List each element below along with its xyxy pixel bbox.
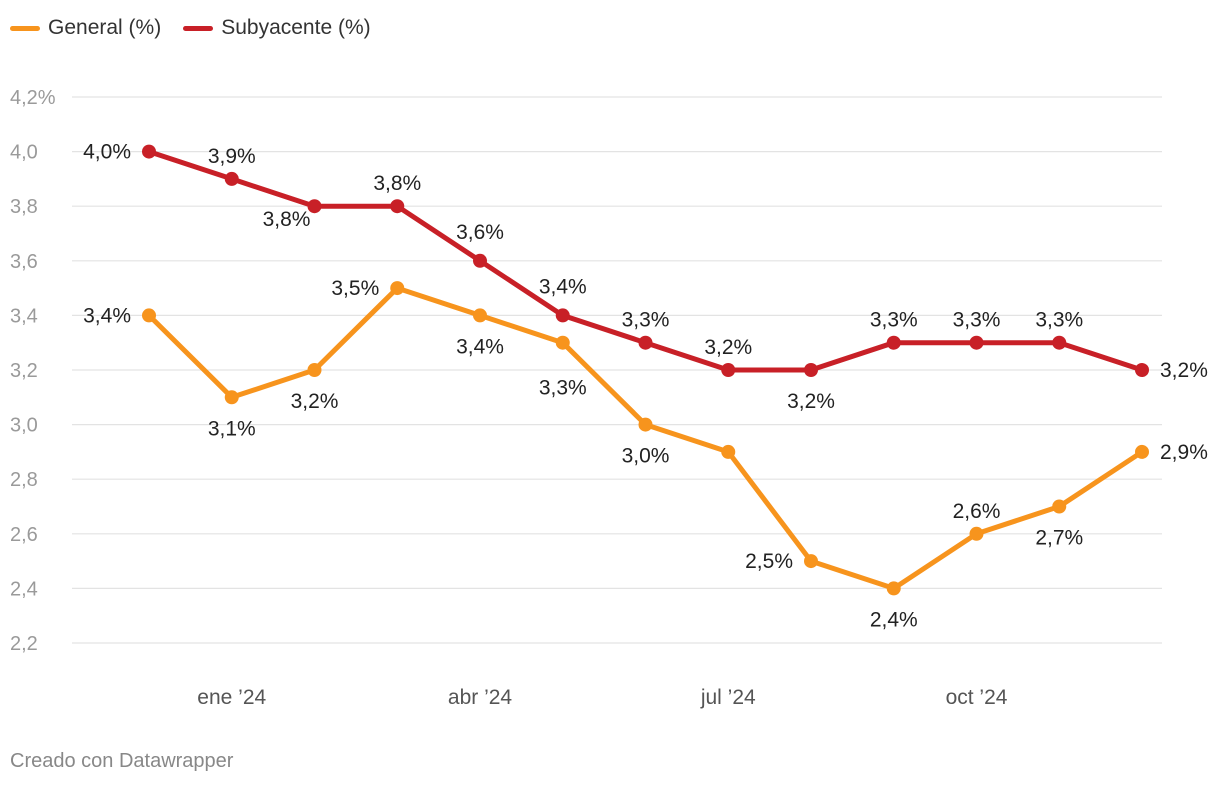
data-point bbox=[721, 444, 736, 459]
data-label: 2,7% bbox=[1035, 527, 1083, 550]
data-label: 3,4% bbox=[539, 275, 587, 298]
legend-label-general: General (%) bbox=[48, 16, 162, 39]
data-label: 2,9% bbox=[1160, 441, 1208, 464]
x-tick-label: oct ’24 bbox=[946, 686, 1008, 709]
data-point bbox=[969, 526, 984, 541]
data-label: 3,8% bbox=[263, 208, 311, 231]
data-label: 3,3% bbox=[622, 309, 670, 332]
y-tick-label: 2,6 bbox=[10, 524, 38, 546]
series-line-general bbox=[146, 285, 1145, 591]
data-point bbox=[1135, 444, 1149, 459]
data-label: 2,4% bbox=[870, 608, 918, 631]
data-point bbox=[886, 335, 901, 350]
data-point bbox=[390, 281, 405, 296]
y-tick-label: 3,8 bbox=[10, 196, 38, 218]
y-tick-label: 3,4 bbox=[10, 305, 38, 327]
data-label: 3,1% bbox=[208, 417, 256, 440]
data-label: 3,9% bbox=[208, 145, 256, 168]
data-point bbox=[1052, 335, 1067, 350]
data-point bbox=[473, 308, 487, 323]
data-label: 3,2% bbox=[291, 390, 339, 413]
data-label: 3,2% bbox=[1160, 359, 1208, 382]
data-point bbox=[804, 363, 818, 377]
data-label: 3,3% bbox=[1035, 309, 1083, 332]
legend-item-subyacente: Subyacente (%) bbox=[183, 16, 371, 40]
y-tick-label: 3,0 bbox=[10, 415, 38, 437]
data-point bbox=[1052, 499, 1067, 514]
data-point bbox=[638, 335, 653, 350]
data-point bbox=[473, 253, 487, 268]
data-label: 3,3% bbox=[539, 377, 587, 400]
data-point bbox=[142, 144, 156, 159]
y-tick-label: 2,8 bbox=[10, 469, 38, 491]
data-label: 3,3% bbox=[953, 309, 1001, 332]
data-label: 3,2% bbox=[787, 390, 835, 413]
y-tick-label: 3,2 bbox=[10, 360, 38, 382]
y-tick-label: 4,0 bbox=[10, 142, 38, 164]
data-point bbox=[969, 335, 984, 350]
data-point bbox=[307, 363, 322, 377]
data-label: 3,5% bbox=[331, 277, 379, 300]
chart-legend: General (%) Subyacente (%) bbox=[10, 16, 371, 40]
data-point bbox=[224, 171, 239, 186]
data-point bbox=[224, 390, 239, 405]
data-label: 3,2% bbox=[704, 336, 752, 359]
y-tick-label: 2,4 bbox=[10, 578, 38, 600]
data-point bbox=[804, 554, 818, 569]
legend-item-general: General (%) bbox=[10, 16, 161, 40]
data-label: 2,5% bbox=[745, 550, 793, 573]
data-label: 3,8% bbox=[373, 172, 421, 195]
data-label: 3,3% bbox=[870, 309, 918, 332]
legend-swatch-general bbox=[10, 25, 40, 31]
data-point bbox=[1135, 363, 1149, 377]
data-label: 2,6% bbox=[953, 500, 1001, 523]
legend-label-subyacente: Subyacente (%) bbox=[221, 16, 371, 39]
data-label: 3,6% bbox=[456, 221, 504, 244]
data-point bbox=[307, 199, 322, 214]
data-point bbox=[555, 308, 570, 323]
data-point bbox=[638, 417, 653, 432]
y-tick-label: 3,6 bbox=[10, 251, 38, 273]
y-tick-label: 4,2% bbox=[10, 87, 56, 109]
y-tick-label: 2,2 bbox=[10, 633, 38, 655]
data-point bbox=[390, 199, 405, 214]
data-label: 3,4% bbox=[83, 304, 131, 327]
data-point bbox=[555, 335, 570, 350]
data-label: 4,0% bbox=[83, 141, 131, 164]
data-label: 3,4% bbox=[456, 335, 504, 358]
data-point bbox=[886, 581, 901, 596]
data-point bbox=[142, 308, 156, 323]
data-label: 3,0% bbox=[622, 445, 670, 468]
credit-text: Creado con Datawrapper bbox=[10, 750, 234, 772]
x-tick-label: abr ’24 bbox=[448, 686, 513, 709]
x-tick-label: ene ’24 bbox=[197, 686, 266, 709]
data-point bbox=[721, 363, 736, 377]
x-tick-label: jul ’24 bbox=[700, 686, 756, 709]
legend-swatch-subyacente bbox=[183, 25, 214, 31]
